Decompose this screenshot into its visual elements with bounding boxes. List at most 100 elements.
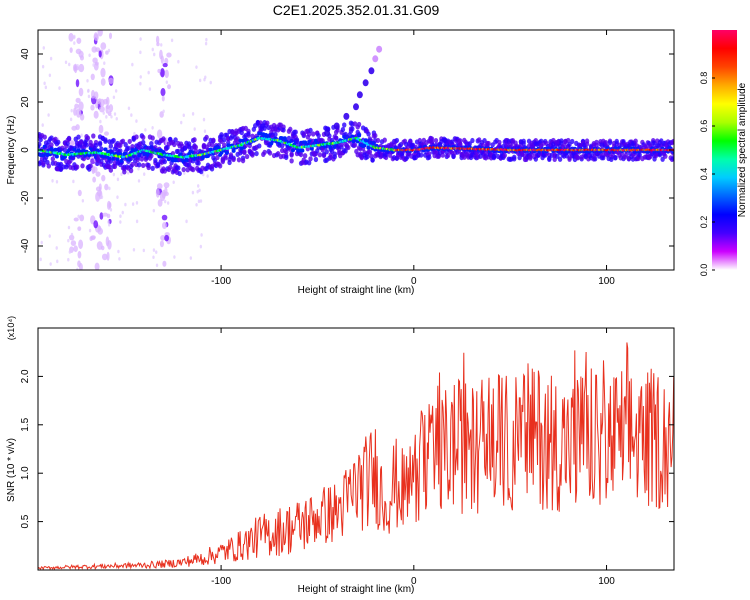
noise-speck [153,52,156,57]
ridge-halo [177,170,182,177]
ridge-halo [528,153,533,160]
noise-speck [197,199,201,204]
noise-speck [73,245,78,253]
colorbar-gradient [712,30,737,270]
ridge-halo [521,140,526,147]
noise-speck [108,32,113,40]
noise-speck [40,240,43,245]
colorbar-tick-label: 0.8 [699,72,709,85]
ridge-halo [288,126,293,132]
noise-speck [68,32,74,42]
ridge-halo [601,155,606,161]
ridge-band [269,141,274,146]
ridge-halo [440,152,445,158]
ridge-halo [221,142,227,148]
noise-speck [200,233,203,237]
noise-speck [76,110,79,114]
noise-speck [160,55,164,64]
ridge-halo [367,149,373,155]
noise-speck [101,253,108,261]
ridge-halo [289,158,294,164]
noise-speck [159,240,164,248]
noise-speck [160,234,166,241]
ridge-halo [38,141,42,147]
noise-speck [73,34,76,39]
y-tick-label: 20 [20,96,31,108]
ridge-halo [502,152,507,159]
noise-speck [73,217,79,222]
noise-speck [95,171,101,177]
x-tick-label: -100 [211,276,231,287]
noise-speck [76,267,79,270]
ridge-halo [242,149,247,156]
ridge-halo [557,156,563,162]
noise-speck [56,259,59,264]
noise-speck [103,61,106,65]
noise-speck [70,240,77,246]
noise-speck [78,239,84,250]
noise-speck [152,248,156,252]
noise-speck [79,214,85,222]
ridge-halo [512,156,517,162]
noise-speck [77,226,82,232]
noise-speck [127,106,131,111]
ridge-halo [584,138,590,144]
ridge-band [219,150,224,155]
ridge-band [362,143,367,148]
noise-speck [117,249,120,254]
noise-speck [199,244,203,249]
noise-speck [93,110,99,119]
ridge-band [309,146,314,151]
noise-speck [75,48,82,55]
noise-speck [198,78,202,83]
ridge-halo [382,137,387,143]
noise-speck [41,123,44,127]
noise-speck [180,120,183,125]
ridge-halo [293,129,298,135]
ridge-halo [250,152,255,158]
noise-speck [100,67,106,78]
noise-speck [80,133,83,138]
noise-speck [107,240,112,250]
ridge-halo [50,156,56,162]
ridge-halo [173,137,178,143]
ridge-halo [66,136,72,142]
noise-speck [131,62,134,67]
ridge-halo [458,138,463,144]
ridge-halo [139,156,145,162]
ridge-halo [429,139,435,145]
ridge-halo [289,152,294,158]
noise-speck [69,117,73,122]
ridge-halo [486,140,491,147]
noise-speck [151,47,154,52]
noise-speck [147,70,150,75]
noise-speck [99,98,105,107]
ridge-halo [221,137,227,143]
noise-speck [77,214,80,219]
noise-speck [47,113,50,117]
ridge-halo [418,152,424,158]
colorbar: 0.0 0.2 0.4 0.6 0.8 Normalized spectral ampl… [699,30,748,276]
noise-speck [90,235,96,240]
noise-speck [79,113,85,121]
ridge-halo [99,146,104,152]
ridge-halo [120,138,126,144]
ridge-halo [141,162,146,169]
branch-point [376,45,383,53]
noise-speck [108,77,114,85]
spectrogram-x-ticks: -100 0 100 [211,30,615,287]
noise-speck [42,46,45,50]
noise-speck [135,219,139,224]
ridge-band [224,150,229,155]
noise-speck [121,210,124,215]
ridge-band [72,147,77,152]
noise-speck [48,234,51,238]
colorbar-label: Normalized spectral amplitude [737,82,748,217]
noise-speck [78,263,83,270]
noise-speck [88,228,92,233]
noise-speck [81,198,85,203]
noise-speck [144,128,147,132]
ridge-halo [172,141,177,148]
ridge-band [282,136,287,141]
